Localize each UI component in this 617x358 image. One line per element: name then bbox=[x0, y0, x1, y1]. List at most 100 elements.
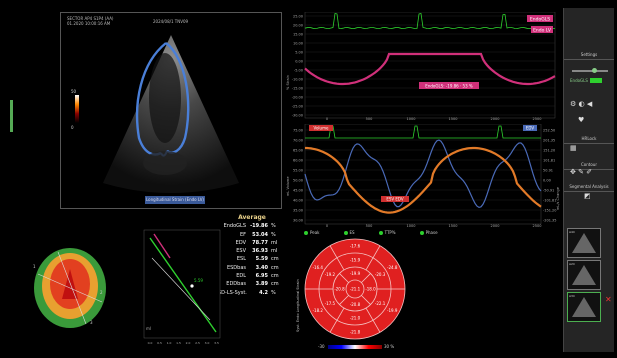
strain-plot[interactable]: 25.00 20.00 15.00 10.00 5.00 0.00 -5.00 -10.00 -… bbox=[287, 12, 559, 122]
x-tick-label: 500 bbox=[366, 117, 373, 121]
average-value: 78.77 bbox=[252, 239, 268, 246]
x-tick-label: 1000 bbox=[407, 224, 416, 228]
echo-header: SECTOR AP4 S1P4 (AA) 01.2020 10:00:16 AM bbox=[67, 16, 113, 26]
y-tick-label: 65.00 bbox=[293, 149, 303, 153]
thumbnail-label: A4C bbox=[569, 230, 576, 234]
bullseye-apex bbox=[345, 279, 365, 299]
thumbnail-view[interactable]: A4C bbox=[567, 228, 601, 258]
legend-item[interactable]: TTP% bbox=[378, 230, 396, 235]
heart-icon[interactable]: ♥ bbox=[578, 116, 585, 124]
average-value: 5.59 bbox=[255, 256, 268, 263]
x-tick-label: 0 bbox=[326, 117, 328, 121]
strain-curve bbox=[304, 52, 556, 86]
strain-label-box-2 bbox=[531, 26, 553, 33]
settings-slider[interactable] bbox=[572, 70, 608, 72]
bullseye-segment-value: -20.8 bbox=[334, 287, 345, 292]
bullseye-segment-value: -21.0 bbox=[350, 316, 361, 321]
legend-item[interactable]: Phase bbox=[419, 230, 438, 235]
average-row: ESV 36.93 ml bbox=[218, 247, 286, 255]
average-row: ESDbas 3.40 cm bbox=[218, 264, 286, 272]
contour-title: Contour bbox=[581, 162, 597, 167]
settings-icon[interactable]: ⚙ bbox=[570, 100, 577, 108]
average-table: Average EndoGLS -19.86% EF 53.04% EDV 78.77… bbox=[218, 214, 286, 297]
bullseye-segment-value: -16.4 bbox=[313, 265, 324, 270]
bullseye-segment-value: -19.9 bbox=[387, 308, 398, 313]
echo-image-panel[interactable]: SECTOR AP4 S1P4 (AA) 01.2020 10:00:16 AM… bbox=[60, 12, 282, 209]
y-tick-label: -30.00 bbox=[292, 114, 303, 118]
average-value: 6.95 bbox=[255, 273, 268, 280]
speaker-icon[interactable]: ◀ bbox=[586, 100, 593, 108]
heart-3d-model[interactable]: 1 2 3 bbox=[30, 244, 110, 334]
close-icon[interactable]: ✕ bbox=[605, 295, 612, 304]
volume-label-right: EDV bbox=[526, 126, 535, 131]
thumbnail-label: A2C bbox=[569, 262, 576, 266]
volume-label-box-left bbox=[309, 125, 333, 131]
volume-ylabel-right: mL/s Change bbox=[556, 187, 560, 210]
bullseye-divider bbox=[372, 319, 381, 333]
strain-label-epi: Endo LV bbox=[533, 28, 552, 34]
average-row: SD-LS-Syst. 4.2% bbox=[218, 289, 286, 297]
x-tick-label: 500 bbox=[366, 224, 373, 228]
y-tick-label-right: -101.81 bbox=[543, 199, 557, 203]
regression-line-2 bbox=[151, 257, 211, 321]
legend-item[interactable]: ES bbox=[343, 230, 355, 235]
bullseye-segment-value: -19.2 bbox=[325, 272, 336, 277]
thumbnail-view[interactable]: A3C bbox=[567, 292, 601, 322]
legend-label: TTP% bbox=[384, 230, 396, 235]
bullseye-plot[interactable]: -17.6 -24.8 -19.9 -21.8 -18.2 -16.4 -15.9 -20.3… bbox=[300, 237, 420, 345]
y-tick-label: 10.00 bbox=[293, 42, 303, 46]
volume-label-box-right bbox=[523, 125, 537, 131]
average-row: ESL 5.59 cm bbox=[218, 255, 286, 263]
regression-line bbox=[149, 237, 217, 333]
x-tick-label: 0.5 bbox=[157, 341, 162, 345]
y-tick-label-right: 201.35 bbox=[543, 139, 555, 143]
volume-curve bbox=[305, 146, 542, 214]
contour-draw-icon[interactable]: ✐ bbox=[586, 168, 593, 176]
lv-icon[interactable]: ◐ bbox=[578, 100, 585, 108]
bullseye-scale-low: -30 bbox=[318, 344, 325, 349]
average-row: EDDbas 3.89 cm bbox=[218, 280, 286, 288]
contour-section: Contour bbox=[564, 162, 614, 170]
regression-x-ticks: 0.0 0.5 1.0 1.5 2.0 2.5 3.0 3.5 bbox=[148, 341, 219, 345]
average-label: EDL bbox=[236, 273, 246, 280]
frame-slider[interactable] bbox=[10, 100, 13, 132]
average-value: -19.86 bbox=[250, 223, 268, 230]
average-unit: cm bbox=[271, 264, 279, 271]
x-tick-label: 2000 bbox=[491, 117, 500, 121]
y-tick-label: 60.00 bbox=[293, 159, 303, 163]
x-tick-label: 2500 bbox=[533, 224, 542, 228]
bullseye-divider bbox=[339, 273, 349, 283]
average-row: EDL 6.95 cm bbox=[218, 272, 286, 280]
settings-slider-knob[interactable] bbox=[592, 68, 597, 73]
y-tick-label: 15.00 bbox=[293, 33, 303, 37]
volume-plot[interactable]: 75.00 70.00 65.00 60.00 55.00 50.00 45.00 40.00… bbox=[287, 124, 559, 228]
bullseye-segment-value: -19.9 bbox=[350, 271, 361, 276]
average-unit: cm bbox=[271, 256, 279, 263]
bullseye-segment-value: -21.8 bbox=[350, 330, 361, 335]
bullseye-color-scale bbox=[328, 345, 382, 349]
y-tick-label-right: -50.91 bbox=[543, 189, 554, 193]
legend-item[interactable]: Peak bbox=[304, 230, 320, 235]
contour-move-icon[interactable]: ✥ bbox=[570, 168, 576, 176]
colorbar-bottom-label: 0 bbox=[71, 125, 74, 130]
regression-point bbox=[190, 284, 194, 288]
hrlock-icon[interactable]: ▦ bbox=[570, 144, 577, 152]
bullseye-apex-value: -21.1 bbox=[350, 287, 361, 292]
x-tick-label: 2000 bbox=[491, 224, 500, 228]
legend-dot bbox=[304, 230, 308, 235]
regression-plot[interactable]: 5.59 ml 0.0 0.5 1.0 1.5 2.0 2.5 3.0 3.5 bbox=[140, 228, 222, 346]
volume-rate-curve bbox=[304, 139, 542, 209]
heart-marker: 1 bbox=[33, 264, 36, 269]
endo-label: EndoGLS bbox=[570, 78, 588, 83]
thumbnail-view[interactable]: A2C bbox=[567, 260, 601, 290]
endo-toggle[interactable] bbox=[590, 78, 602, 83]
segmental-icon[interactable]: ◩ bbox=[584, 192, 591, 200]
average-label: ESL bbox=[236, 256, 246, 263]
strain-label-box-1 bbox=[527, 15, 553, 22]
contour-edit-icon[interactable]: ✎ bbox=[578, 168, 584, 176]
average-unit: cm bbox=[271, 273, 279, 280]
y-tick-label: -25.00 bbox=[292, 105, 303, 109]
bullseye-segment-value: -17.6 bbox=[350, 244, 361, 249]
volume-annotation-box bbox=[381, 196, 409, 202]
bullseye-segment-value: -15.9 bbox=[350, 258, 361, 263]
